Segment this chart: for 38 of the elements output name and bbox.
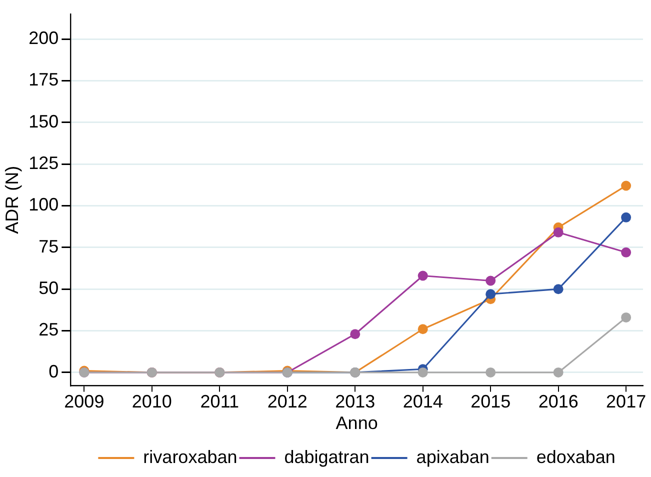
x-tick-label: 2016 — [538, 392, 578, 412]
y-tick-label: 150 — [28, 111, 59, 132]
x-axis-title: Anno — [336, 413, 378, 434]
point — [621, 212, 632, 222]
x-tick-label: 2010 — [132, 392, 172, 412]
point — [486, 289, 496, 300]
legend-label: rivaroxaban — [143, 446, 238, 467]
legend-label: dabigatran — [284, 446, 370, 467]
point — [350, 329, 360, 340]
point — [621, 247, 632, 258]
y-tick-label: 50 — [38, 278, 59, 298]
x-tick-label: 2014 — [402, 392, 443, 412]
point — [553, 284, 564, 294]
point — [553, 367, 564, 378]
point — [621, 180, 632, 191]
x-tick-label: 2015 — [470, 392, 511, 412]
x-tick-label: 2012 — [267, 392, 308, 412]
point — [486, 367, 496, 378]
y-axis-title: ADR (N) — [2, 166, 22, 234]
point — [486, 276, 496, 286]
y-tick-label: 75 — [38, 236, 59, 256]
point — [418, 270, 428, 281]
point — [418, 367, 428, 378]
y-tick-label: 125 — [28, 153, 59, 174]
point — [553, 227, 564, 238]
legend-label: edoxaban — [536, 446, 616, 467]
y-tick-label: 25 — [38, 320, 59, 340]
legend-label: apixaban — [416, 446, 490, 467]
x-tick-label: 2009 — [64, 392, 104, 412]
y-tick-label: 200 — [28, 28, 59, 48]
point — [418, 324, 428, 334]
x-tick-label: 2013 — [335, 392, 376, 412]
y-tick-label: 0 — [48, 361, 59, 382]
x-tick-label: 2017 — [606, 392, 646, 412]
x-tick-label: 2011 — [200, 392, 240, 412]
y-tick-label: 100 — [28, 194, 59, 215]
point — [621, 312, 632, 322]
y-tick-label: 175 — [28, 70, 59, 90]
